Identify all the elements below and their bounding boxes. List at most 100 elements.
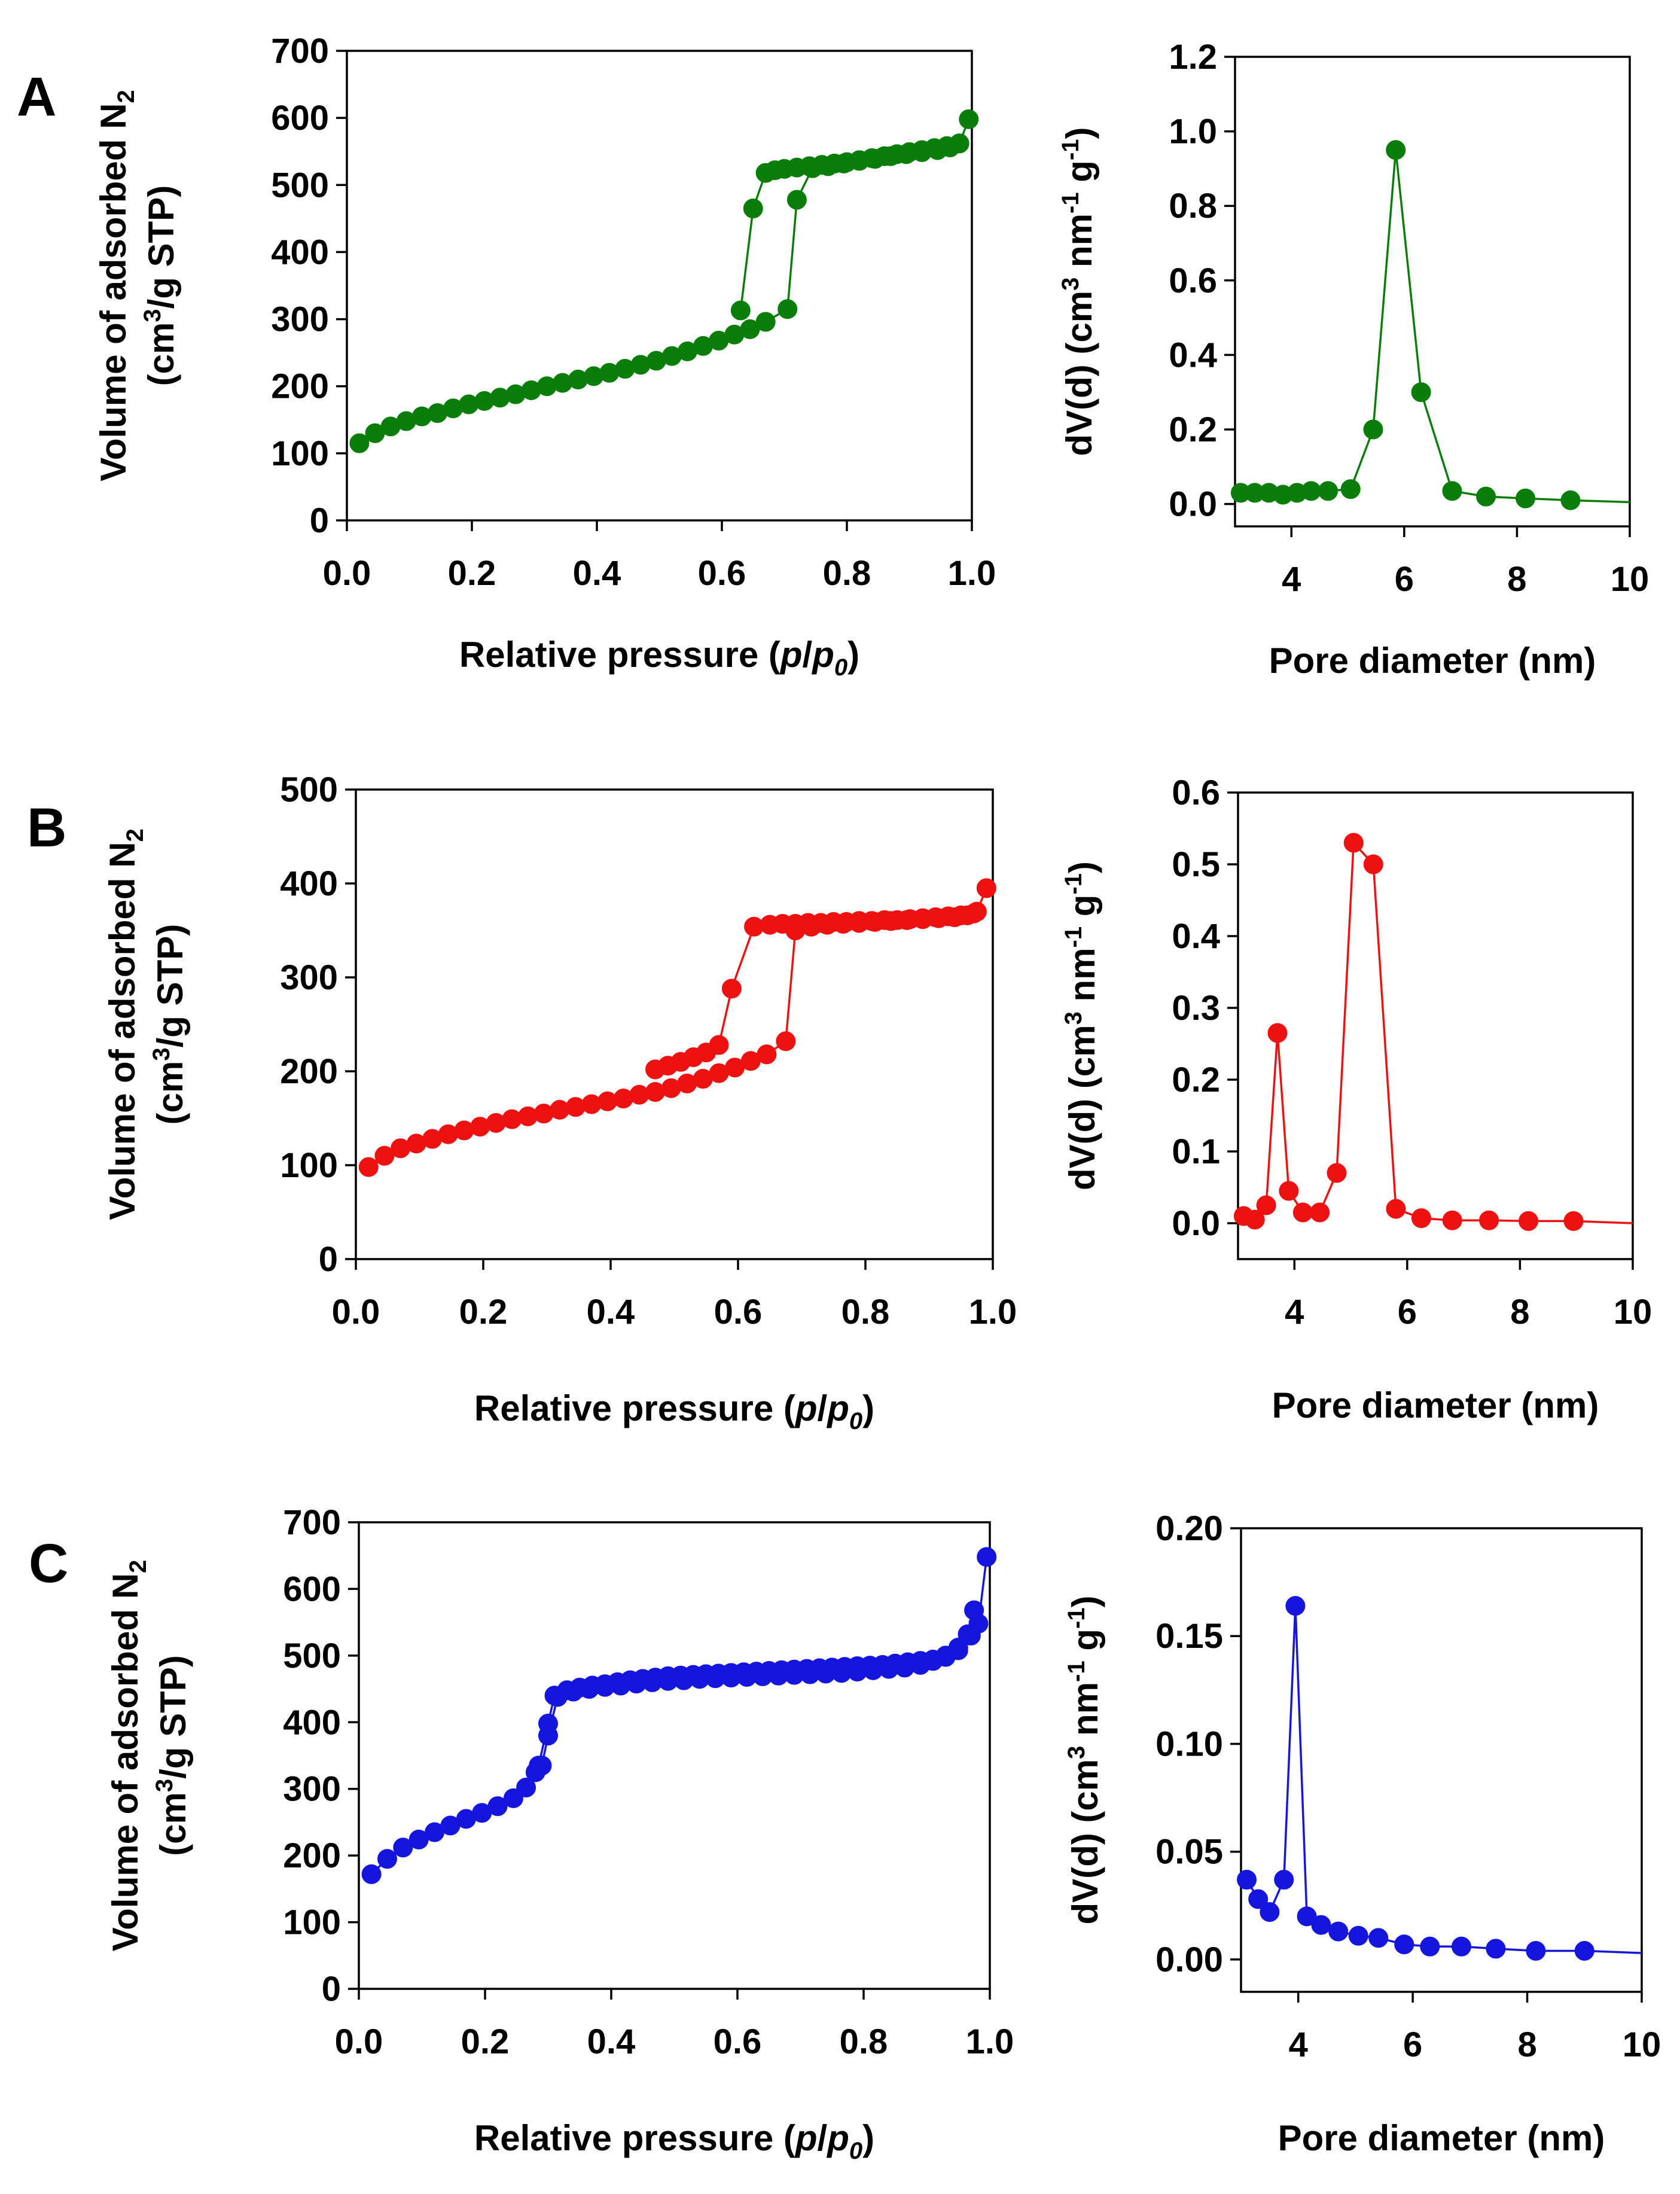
data-point [787,190,806,209]
data-point [743,199,763,218]
data-point [1341,480,1360,499]
data-point [1443,482,1462,501]
panel-letter-b: B [27,797,66,858]
data-point [1260,1903,1279,1922]
data-point [722,979,741,998]
data-point [1349,1926,1368,1945]
data-point [545,1686,564,1705]
x-tick-label: 6 [1395,560,1414,599]
data-point [359,1157,378,1177]
x-tick-label: 0.8 [840,2022,888,2061]
y-tick-label: 300 [280,958,338,997]
data-point [1268,1023,1287,1043]
x-tick-label: 4 [1289,2025,1308,2064]
data-point [1526,1942,1545,1961]
y-tick-label: 0.4 [1169,336,1217,374]
data-point [776,1032,795,1051]
data-point [1364,420,1383,439]
x-tick-label: 0.8 [823,554,871,593]
y-tick-label: 100 [283,1903,341,1942]
plot-frame [1235,57,1630,526]
data-point [1344,833,1363,852]
x-axis-label: Relative pressure (p/p0) [474,2118,874,2164]
data-point [1286,1596,1305,1616]
x-tick-label: 0.2 [459,1293,508,1331]
data-point [959,109,978,129]
chart-A-iso: 0 100 200 300 400 500 600 700 0.0 0.2 0.4 0.6 0.8 1.0… [93,32,996,681]
data-point [1257,1196,1276,1215]
data-point [757,1045,776,1064]
y-tick-label: 500 [271,166,329,205]
data-point [1452,1937,1471,1956]
x-axis-label: Pore diameter (nm) [1278,2118,1605,2158]
data-point [1237,1870,1257,1890]
y-tick-label: 0 [322,1970,341,2009]
chart-B-psd: 0.0 0.1 0.2 0.3 0.4 0.5 0.6 4 6 8 10 Pore diameter … [1060,773,1652,1425]
y-axis-label-line2: (cm3/g STP) [139,185,181,386]
data-point [1386,1199,1405,1218]
y-axis-label-line1: Volume of adsorbed N2 [105,1560,151,1952]
y-tick-label: 0.00 [1155,1940,1223,1979]
x-tick-label: 4 [1282,560,1301,599]
data-point [1480,1211,1499,1230]
y-tick-label: 200 [271,367,329,406]
y-tick-label: 400 [271,233,329,272]
x-tick-label: 8 [1517,2025,1536,2064]
data-point [977,879,996,898]
data-point [778,300,797,319]
y-tick-label: 500 [283,1637,341,1675]
y-tick-label: 400 [283,1703,341,1742]
y-tick-label: 0.05 [1155,1833,1223,1872]
y-tick-label: 0 [319,1240,338,1279]
x-tick-label: 0.8 [841,1293,890,1331]
x-axis-label: Pore diameter (nm) [1272,1385,1599,1425]
data-point [1561,490,1580,510]
y-tick-label: 300 [271,300,329,339]
x-tick-label: 0.0 [335,2022,383,2061]
data-point [1395,1935,1414,1954]
y-tick-label: 600 [283,1570,341,1608]
plot-frame [359,1522,990,1989]
y-tick-label: 500 [280,770,338,809]
data-point [1301,482,1321,501]
y-tick-label: 0.2 [1169,410,1217,449]
data-point [1310,1203,1330,1222]
y-tick-label: 1.0 [1169,112,1217,151]
series-line-psd [1243,843,1633,1223]
x-tick-label: 0.0 [332,1293,380,1331]
y-tick-label: 300 [283,1770,341,1809]
data-point [1575,1942,1594,1961]
x-axis-label: Relative pressure (p/p0) [474,1388,874,1434]
y-tick-label: 100 [280,1146,338,1185]
x-tick-label: 8 [1507,560,1526,599]
series-line-psd [1240,150,1630,502]
x-axis-label: Relative pressure (p/p0) [459,635,859,681]
data-point [377,1849,397,1869]
x-tick-label: 6 [1403,2025,1422,2064]
panel-letter-c: C [29,1533,68,1594]
y-tick-label: 0 [310,501,329,540]
data-point [646,1060,665,1079]
y-tick-label: 0.1 [1172,1132,1220,1171]
y-tick-label: 0.15 [1155,1617,1223,1656]
plot-frame [347,51,972,520]
chart-C-psd: 0.00 0.05 0.10 0.15 0.20 4 6 8 10 Pore diameter (… [1063,1509,1661,2158]
y-tick-label: 0.6 [1169,261,1217,300]
x-tick-label: 10 [1623,2025,1661,2064]
data-point [1411,383,1431,402]
y-tick-label: 0.0 [1172,1204,1220,1243]
y-tick-label: 0.2 [1172,1061,1220,1099]
y-axis-label: dV(d) (cm3 nm-1 g-1) [1063,1595,1105,1924]
y-tick-label: 400 [280,864,338,903]
x-tick-label: 0.6 [714,2022,762,2061]
y-tick-label: 100 [271,434,329,473]
data-point [362,1864,381,1884]
data-point [1519,1211,1538,1230]
chart-A-psd: 0.0 0.2 0.4 0.6 0.8 1.0 1.2 4 6 8 10 Pore diameter … [1057,38,1649,681]
data-point [1327,1163,1346,1183]
x-tick-label: 0.6 [714,1293,763,1331]
data-point [1312,1915,1331,1934]
x-tick-label: 1.0 [969,1293,1017,1331]
data-point [1411,1209,1431,1228]
y-tick-label: 0.3 [1172,989,1220,1028]
